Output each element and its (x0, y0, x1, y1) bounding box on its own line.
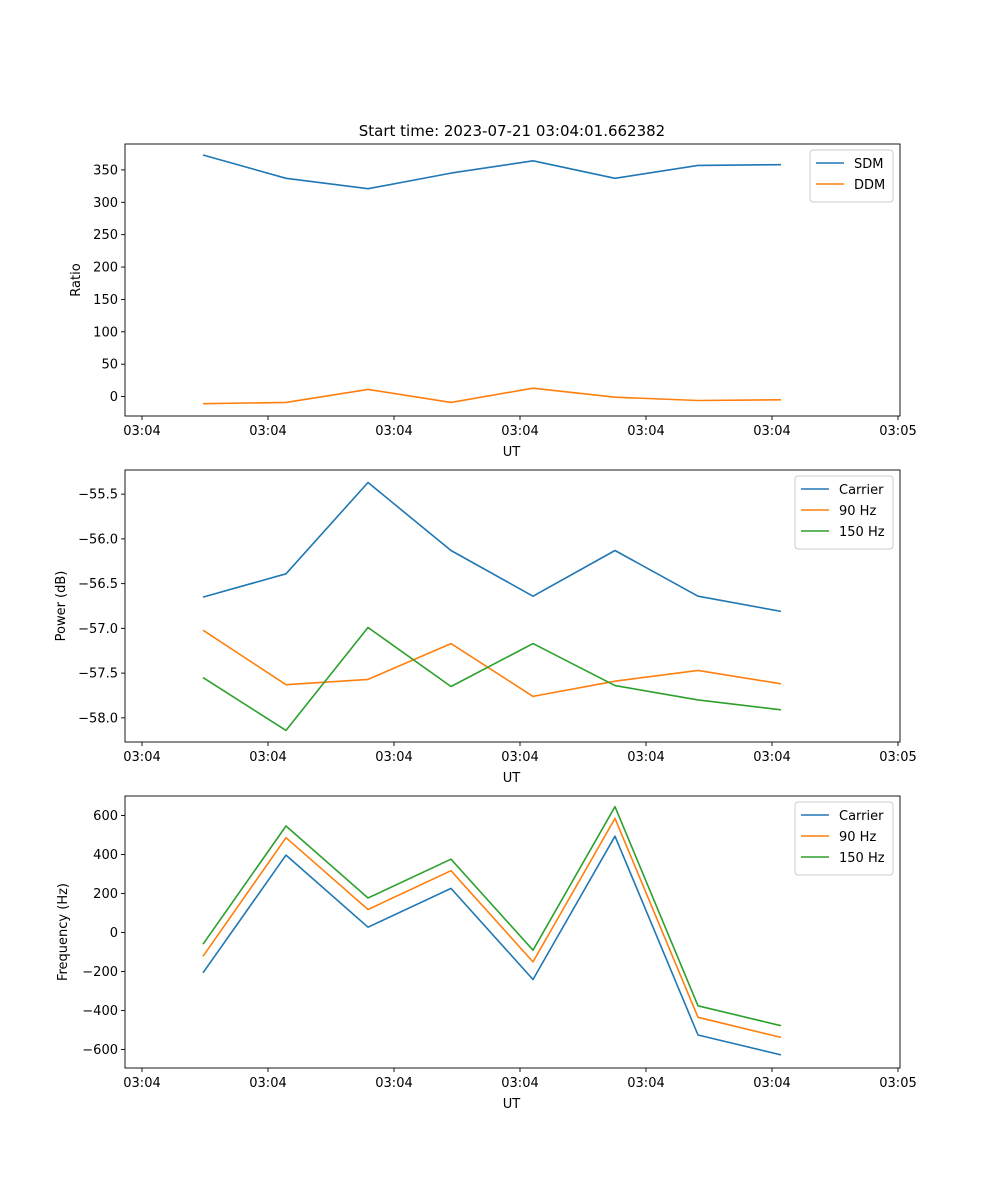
x-tick-label: 03:04 (249, 750, 286, 765)
series-line-90-hz (202, 629, 782, 698)
y-tick-label: 600 (93, 809, 118, 824)
y-tick-label: 0 (110, 926, 118, 941)
y-tick-label: 200 (93, 261, 118, 276)
x-tick-label: 03:05 (879, 424, 916, 439)
legend-label-ddm: DDM (854, 178, 885, 193)
x-tick-label: 03:04 (375, 424, 412, 439)
legend-label-90-hz: 90 Hz (839, 504, 876, 519)
legend-label-150-hz: 150 Hz (839, 851, 885, 866)
y-tick-label: 250 (93, 228, 118, 243)
legend-label-150-hz: 150 Hz (839, 525, 885, 540)
y-axis-label: Ratio (69, 263, 84, 296)
series-line-90-hz (202, 817, 782, 1039)
legend-label-90-hz: 90 Hz (839, 830, 876, 845)
x-tick-label: 03:04 (753, 424, 790, 439)
series-line-carrier (202, 481, 782, 613)
y-tick-label: 0 (110, 390, 118, 405)
y-tick-label: −56.5 (78, 577, 118, 592)
x-tick-label: 03:04 (627, 424, 664, 439)
x-axis-label: UT (503, 1097, 521, 1112)
legend-label-carrier: Carrier (839, 483, 884, 498)
y-tick-label: 150 (93, 293, 118, 308)
y-tick-label: −56.0 (78, 532, 118, 547)
chart-3: 03:04 03:04 03:04 03:04 03:04 03:04 03:05 −600 −… (56, 795, 917, 1112)
series-line-carrier (202, 835, 782, 1056)
axes-frame (124, 143, 901, 417)
chart-2: 03:04 03:04 03:04 03:04 03:04 03:04 03:05 −58.0… (54, 469, 917, 786)
y-axis-label: Power (dB) (54, 571, 69, 642)
x-tick-label: 03:04 (627, 750, 664, 765)
legend-label-sdm: SDM (854, 157, 883, 172)
y-axis-label: Frequency (Hz) (56, 883, 71, 981)
x-tick-label: 03:04 (501, 1076, 538, 1091)
x-tick-label: 03:04 (123, 424, 160, 439)
x-tick-label: 03:04 (753, 1076, 790, 1091)
y-tick-label: −57.0 (78, 622, 118, 637)
x-tick-label: 03:04 (627, 1076, 664, 1091)
x-tick-label: 03:04 (375, 1076, 412, 1091)
x-axis-label: UT (503, 445, 521, 460)
y-tick-label: 200 (93, 887, 118, 902)
y-tick-label: −600 (82, 1043, 118, 1058)
y-tick-label: −400 (82, 1004, 118, 1019)
y-tick-label: −58.0 (78, 711, 118, 726)
series-line-150-hz (202, 626, 782, 732)
x-tick-label: 03:04 (123, 1076, 160, 1091)
series-line-sdm (202, 154, 782, 190)
x-tick-label: 03:04 (501, 424, 538, 439)
series-line-ddm (202, 387, 782, 405)
series-line-150-hz (202, 805, 782, 1027)
y-tick-label: −57.5 (78, 667, 118, 682)
x-tick-label: 03:04 (249, 424, 286, 439)
chart-1: 03:04 03:04 03:04 03:04 03:04 03:04 03:05 0 50 10… (69, 143, 917, 460)
x-tick-label: 03:04 (753, 750, 790, 765)
x-tick-label: 03:04 (375, 750, 412, 765)
y-tick-label: 400 (93, 848, 118, 863)
y-tick-label: 300 (93, 196, 118, 211)
y-tick-label: 350 (93, 163, 118, 178)
x-tick-label: 03:04 (123, 750, 160, 765)
x-tick-label: 03:05 (879, 750, 916, 765)
axes-frame (124, 795, 901, 1069)
y-tick-label: −200 (82, 965, 118, 980)
y-tick-label: −55.5 (78, 488, 118, 503)
legend-label-carrier: Carrier (839, 809, 884, 824)
axes-frame (124, 469, 901, 743)
x-tick-label: 03:04 (501, 750, 538, 765)
x-tick-label: 03:04 (249, 1076, 286, 1091)
y-tick-label: 100 (93, 325, 118, 340)
x-axis-label: UT (503, 771, 521, 786)
figure-title: Start time: 2023-07-21 03:04:01.662382 (359, 122, 665, 140)
x-tick-label: 03:05 (879, 1076, 916, 1091)
y-tick-label: 50 (101, 358, 118, 373)
charts-container: 03:04 03:04 03:04 03:04 03:04 03:04 03:05 0 50 10… (54, 143, 917, 1112)
